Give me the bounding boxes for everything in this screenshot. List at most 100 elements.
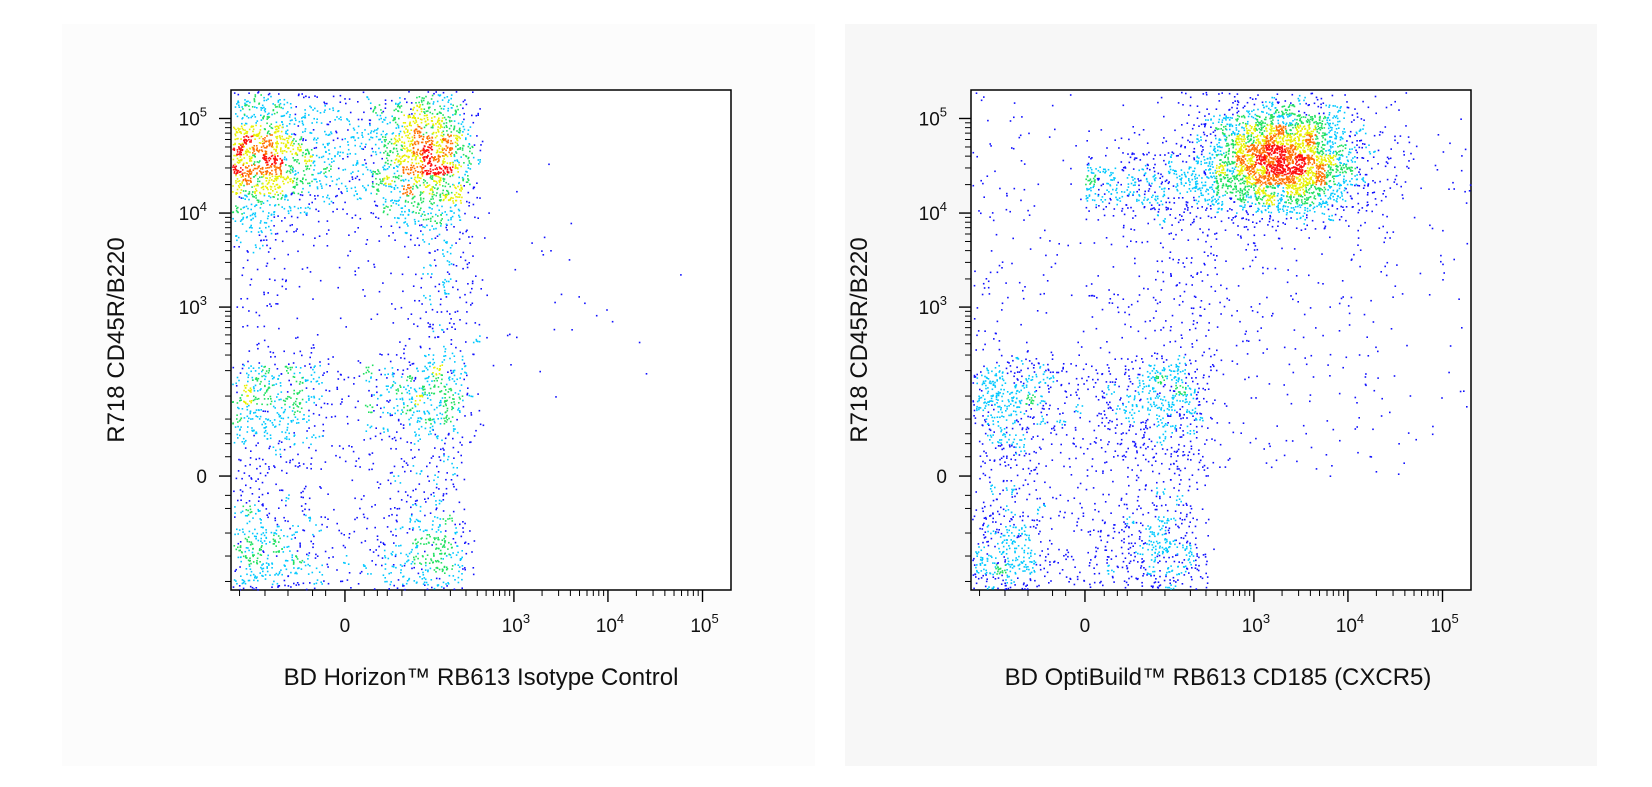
left-dot: [265, 153, 268, 155]
right-dot: [1077, 486, 1079, 489]
left-dot: [396, 520, 398, 523]
right-dot: [1102, 584, 1104, 587]
left-dot: [444, 572, 446, 574]
left-dot: [447, 548, 449, 550]
left-dot: [326, 245, 329, 247]
left-dot: [259, 518, 261, 520]
left-dot: [320, 529, 322, 532]
left-dot: [234, 506, 236, 508]
right-dot: [1378, 134, 1381, 136]
left-dot: [414, 389, 417, 392]
right-dot: [1178, 489, 1180, 492]
left-dot: [256, 173, 258, 175]
left-dot: [299, 390, 301, 392]
left-dot: [433, 408, 436, 411]
left-dot: [410, 506, 412, 509]
left-dot: [429, 264, 431, 266]
left-dot: [253, 554, 255, 556]
left-dot: [355, 460, 358, 462]
left-dot: [446, 140, 449, 143]
left-dot: [509, 333, 511, 336]
left-dot: [473, 540, 476, 542]
left-dot: [322, 374, 324, 376]
left-dot: [265, 226, 267, 229]
left-dot: [376, 132, 378, 135]
left-dot: [288, 396, 291, 398]
left-dot: [454, 311, 457, 313]
left-dot: [304, 130, 306, 133]
left-dot: [244, 387, 247, 389]
left-dot: [413, 154, 415, 157]
right-dot: [1094, 502, 1096, 505]
left-dot: [267, 345, 270, 348]
left-dot: [280, 115, 283, 117]
left-dot: [308, 497, 311, 500]
left-dot: [384, 116, 387, 119]
left-dot: [344, 98, 346, 100]
left-dot: [271, 567, 273, 569]
left-dot: [275, 136, 277, 138]
left-dot: [415, 555, 417, 558]
left-dot: [253, 99, 256, 101]
left-dot: [271, 175, 274, 178]
right-dot: [1071, 512, 1073, 515]
left-dot: [256, 172, 258, 174]
left-dot: [259, 247, 261, 250]
left-dot: [238, 143, 240, 145]
left-dot: [376, 481, 379, 483]
left-dot: [284, 138, 286, 141]
left-dot: [264, 108, 267, 110]
left-dot: [286, 398, 289, 400]
left-dot: [398, 106, 401, 108]
left-dot: [243, 441, 246, 443]
left-dot: [427, 218, 430, 220]
left-dot: [412, 188, 414, 190]
left-dot: [243, 472, 246, 474]
left-dot: [246, 150, 248, 153]
right-dot: [1367, 106, 1370, 109]
left-dot: [278, 525, 280, 528]
left-dot: [258, 151, 260, 153]
left-dot: [445, 181, 447, 184]
left-dot: [399, 386, 402, 388]
left-dot: [287, 585, 290, 587]
left-dot: [390, 530, 392, 533]
left-dot: [396, 139, 399, 142]
left-dot: [422, 571, 424, 574]
left-dot: [279, 138, 282, 140]
left-dot: [457, 193, 460, 195]
left-dot: [397, 161, 399, 163]
left-dot: [468, 162, 471, 164]
left-dot: [239, 372, 242, 374]
left-dot: [427, 146, 429, 148]
left-dot: [435, 436, 438, 438]
left-dot: [256, 147, 258, 149]
left-dot: [407, 186, 409, 189]
left-dot: [327, 229, 330, 231]
left-dot: [279, 148, 282, 151]
left-dot: [402, 424, 405, 426]
left-dot: [274, 193, 276, 196]
left-dot: [431, 380, 433, 382]
left-dot: [252, 128, 255, 131]
left-dot: [266, 217, 269, 220]
left-dot: [264, 170, 267, 173]
left-dot: [318, 435, 321, 438]
left-dot: [448, 261, 451, 263]
left-dot: [253, 100, 256, 103]
left-dot: [446, 194, 449, 196]
right-dot: [1374, 95, 1377, 98]
left-dot: [320, 406, 323, 409]
left-dot: [261, 564, 263, 566]
left-dot: [249, 214, 252, 217]
left-dot: [476, 135, 478, 137]
left-dot: [266, 472, 269, 474]
left-dot: [318, 383, 320, 385]
left-dot: [422, 149, 425, 152]
left-dot: [254, 370, 257, 372]
left-dot: [268, 156, 271, 159]
left-dot: [338, 529, 340, 532]
left-dot: [370, 377, 372, 379]
left-dot: [415, 504, 418, 507]
left-dot: [444, 291, 446, 294]
